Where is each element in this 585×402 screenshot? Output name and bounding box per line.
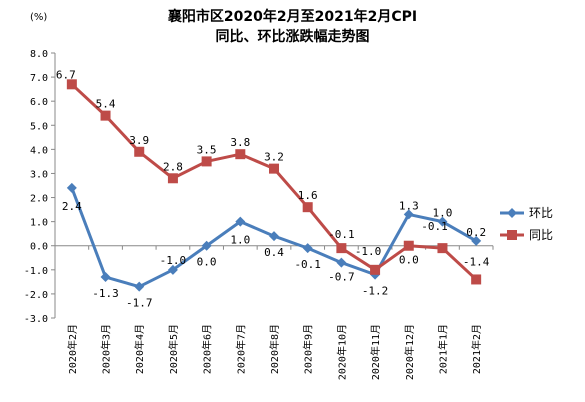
x-tick-label: 2020年8月 [268, 324, 281, 374]
y-tick-label: 6.0 [30, 97, 48, 108]
data-point [134, 281, 145, 292]
x-tick-label: 2020年5月 [167, 324, 180, 374]
y-tick-label: 5.0 [30, 121, 48, 132]
data-point [235, 216, 246, 227]
x-tick-label: 2020年4月 [133, 324, 146, 374]
data-label: 0.2 [466, 226, 486, 239]
data-label: 3.5 [197, 143, 217, 156]
data-label: 6.7 [56, 68, 76, 81]
legend-label: 环比 [529, 206, 553, 220]
data-point [269, 163, 279, 174]
y-tick-label: 2.0 [30, 194, 48, 205]
data-label: -0.1 [328, 228, 355, 241]
x-tick-label: 2020年2月 [66, 324, 79, 374]
data-label: -0.1 [421, 220, 448, 233]
data-label: -1.3 [92, 287, 119, 300]
x-tick-label: 2020年11月 [369, 324, 382, 380]
data-point [302, 202, 313, 213]
data-point [370, 264, 381, 275]
legend-marker [507, 208, 517, 218]
data-label: 0.4 [264, 246, 284, 259]
data-label: 1.0 [433, 207, 453, 220]
data-point [437, 243, 448, 254]
y-tick-label: 1.0 [30, 218, 48, 229]
data-label: -1.0 [160, 254, 187, 267]
data-point [167, 264, 178, 275]
data-label: -1.0 [355, 245, 382, 258]
data-point [134, 146, 145, 157]
data-point [66, 182, 77, 193]
y-tick-label: 3.0 [30, 169, 48, 180]
data-label: -1.4 [463, 255, 490, 268]
data-point [201, 240, 212, 251]
y-tick-label: 7.0 [30, 73, 48, 84]
data-point [403, 240, 414, 251]
y-tick-label: 0.0 [30, 242, 48, 253]
data-point [336, 257, 347, 268]
data-point [471, 235, 482, 246]
data-point [100, 272, 111, 283]
y-tick-label: 4.0 [30, 145, 48, 156]
data-point [167, 173, 178, 184]
data-point [302, 243, 313, 254]
x-tick-label: 2020年10月 [335, 324, 348, 380]
data-point [100, 110, 111, 121]
chart-title-line1: 襄阳市区2020年2月至2021年2月CPI [167, 9, 418, 25]
data-label: 2.8 [163, 160, 183, 173]
data-label: -1.2 [362, 285, 389, 298]
x-tick-label: 2020年12月 [403, 324, 416, 380]
data-label: 1.6 [298, 189, 318, 202]
x-tick-label: 2020年6月 [201, 324, 214, 374]
data-label: 5.4 [96, 98, 116, 111]
data-label: 1.3 [399, 199, 419, 212]
data-label: 1.0 [230, 234, 250, 247]
data-label: -0.1 [294, 258, 321, 271]
data-label: 3.9 [129, 134, 149, 147]
data-label: -0.7 [328, 271, 355, 284]
y-axis-unit: (%) [30, 12, 48, 23]
data-point [437, 216, 448, 227]
x-tick-label: 2020年9月 [302, 324, 315, 374]
y-tick-label: 8.0 [30, 49, 48, 60]
data-point [336, 243, 347, 254]
data-point [66, 79, 77, 90]
legend-label: 同比 [529, 228, 553, 242]
legend-marker [507, 230, 517, 240]
x-tick-label: 2021年1月 [436, 324, 449, 374]
x-tick-label: 2020年3月 [100, 324, 113, 374]
data-label: -1.7 [126, 297, 153, 310]
data-label: 3.8 [230, 136, 250, 149]
data-point [403, 209, 414, 220]
data-label: 3.2 [264, 151, 284, 164]
x-tick-label: 2021年2月 [470, 324, 483, 374]
x-tick-label: 2020年7月 [234, 324, 247, 374]
data-label: 0.0 [197, 256, 217, 269]
y-tick-label: -2.0 [24, 290, 48, 301]
data-point [269, 231, 279, 242]
y-tick-label: -3.0 [24, 314, 48, 325]
data-point [235, 149, 246, 160]
data-label: 0.0 [399, 254, 419, 267]
data-point [471, 274, 482, 285]
chart-title-line2: 同比、环比涨跌幅走势图 [215, 29, 370, 45]
y-tick-label: -1.0 [24, 266, 48, 277]
data-label: 2.4 [62, 200, 82, 213]
data-point [201, 156, 212, 167]
